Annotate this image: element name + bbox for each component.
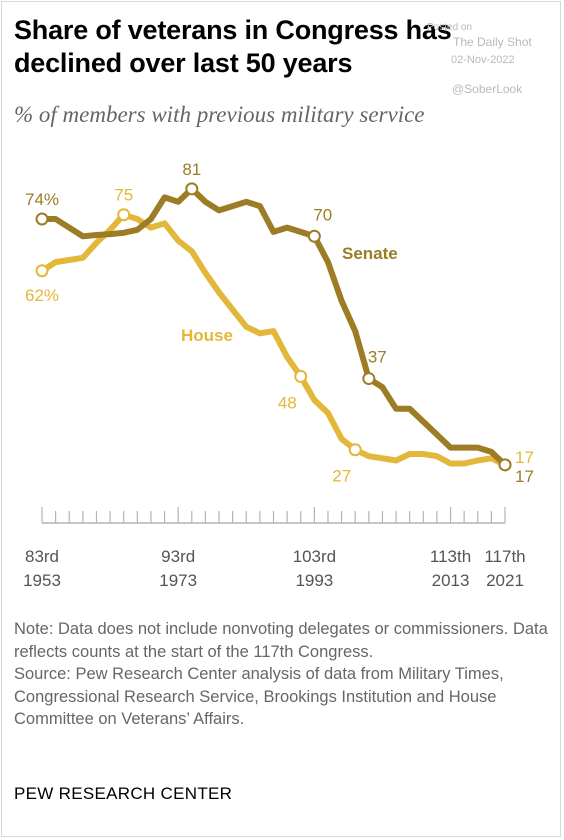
x-tick-year-label: 2013 bbox=[432, 571, 470, 590]
x-tick-year-label: 1993 bbox=[295, 571, 333, 590]
chart-subtitle: % of members with previous military serv… bbox=[14, 102, 425, 127]
footnote: Note: Data does not include nonvoting de… bbox=[14, 618, 549, 731]
senate-data-label: 74% bbox=[25, 190, 59, 209]
x-tick-label: 93rd bbox=[161, 547, 195, 566]
x-tick-label: 113th bbox=[430, 547, 471, 566]
senate-data-label: 81 bbox=[182, 160, 201, 179]
senate-data-point bbox=[35, 212, 49, 226]
x-tick-label: 117th bbox=[484, 547, 525, 566]
footnote-source: Source: Pew Research Center analysis of … bbox=[14, 665, 504, 728]
footnote-note: Note: Data does not include nonvoting de… bbox=[14, 620, 548, 661]
house-series-label: House bbox=[181, 326, 233, 345]
watermark-source: The Daily Shot bbox=[453, 35, 532, 49]
house-data-label: 62% bbox=[25, 286, 59, 305]
house-data-point bbox=[35, 264, 49, 278]
x-tick-year-label: 2021 bbox=[486, 571, 524, 590]
senate-data-label: 17 bbox=[515, 467, 534, 486]
house-data-label: 27 bbox=[332, 467, 351, 486]
x-tick-label: 103rd bbox=[293, 547, 336, 566]
house-data-label: 75 bbox=[114, 186, 133, 205]
senate-data-point bbox=[362, 372, 376, 386]
x-tick-label: 83rd bbox=[25, 547, 59, 566]
senate-data-label: 70 bbox=[313, 205, 332, 224]
house-data-label: 17 bbox=[515, 448, 534, 467]
house-data-point bbox=[294, 369, 308, 383]
watermark-handle: @SoberLook bbox=[452, 82, 523, 96]
house-data-label: 48 bbox=[278, 393, 297, 412]
house-data-point bbox=[117, 208, 131, 222]
senate-data-point bbox=[185, 182, 199, 196]
house-series-line bbox=[39, 211, 508, 468]
line-chart: 83rd 1953 93rd 1973 103rd 1993 113th 2013 117th 2… bbox=[23, 160, 534, 590]
senate-data-label: 37 bbox=[368, 348, 387, 367]
senate-data-point bbox=[307, 229, 321, 243]
house-data-point bbox=[348, 443, 362, 457]
x-tick-year-label: 1973 bbox=[159, 571, 197, 590]
chart-title: Share of veterans in Congress has declin… bbox=[14, 15, 452, 78]
x-tick-year-label: 1953 bbox=[23, 571, 61, 590]
senate-series-label: Senate bbox=[342, 244, 398, 263]
organization-name: PEW RESEARCH CENTER bbox=[14, 784, 233, 803]
watermark-posted: Posted on bbox=[427, 22, 473, 33]
senate-data-point bbox=[498, 458, 512, 472]
watermark-date: 02-Nov-2022 bbox=[451, 54, 515, 66]
senate-series-line bbox=[39, 185, 508, 468]
